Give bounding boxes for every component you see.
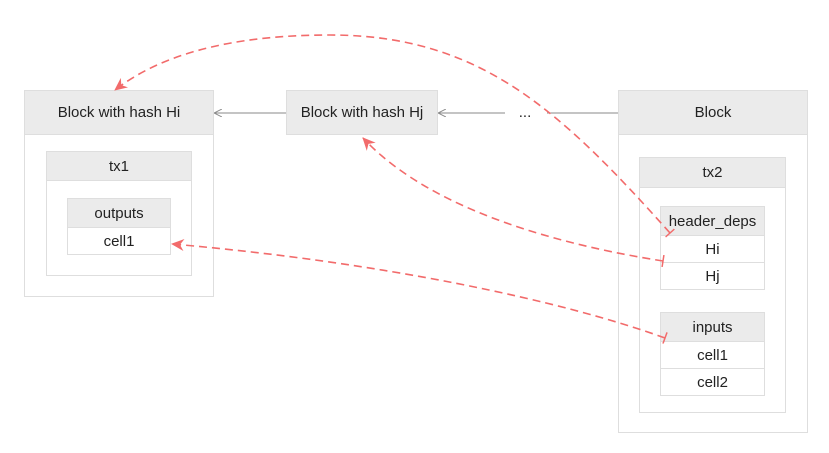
- dep-arrow-hi: [114, 34, 675, 238]
- tx2-header-deps-hi: Hi: [660, 235, 765, 263]
- dep-arrow-cell1: [171, 239, 668, 344]
- tx2-inputs-cell2: cell2: [660, 368, 765, 396]
- tx2-header-deps-hj: Hj: [660, 262, 765, 290]
- dep-arrow-hj: [362, 137, 665, 268]
